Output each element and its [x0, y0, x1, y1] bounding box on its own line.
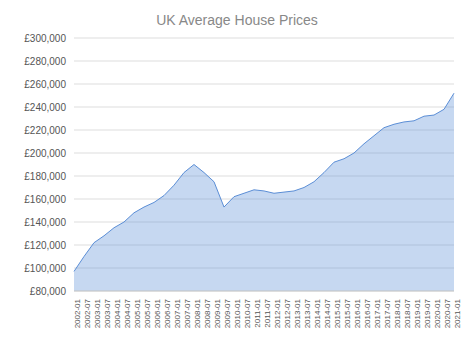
svg-text:2009-01: 2009-01 — [213, 298, 222, 328]
svg-text:2018-07: 2018-07 — [403, 298, 412, 328]
svg-text:2006-07: 2006-07 — [163, 298, 172, 328]
svg-text:2019-01: 2019-01 — [413, 298, 422, 328]
svg-text:2008-01: 2008-01 — [193, 298, 202, 328]
svg-text:£160,000: £160,000 — [24, 194, 66, 205]
svg-text:2015-07: 2015-07 — [343, 298, 352, 328]
svg-text:2004-01: 2004-01 — [113, 298, 122, 328]
svg-text:2015-01: 2015-01 — [333, 298, 342, 328]
svg-text:£260,000: £260,000 — [24, 79, 66, 90]
svg-text:2016-07: 2016-07 — [363, 298, 372, 328]
svg-text:2003-01: 2003-01 — [93, 298, 102, 328]
svg-text:£80,000: £80,000 — [30, 286, 67, 297]
svg-text:2008-07: 2008-07 — [203, 298, 212, 328]
svg-text:£140,000: £140,000 — [24, 217, 66, 228]
svg-text:2016-01: 2016-01 — [353, 298, 362, 328]
svg-text:2019-07: 2019-07 — [423, 298, 432, 328]
svg-text:2018-01: 2018-01 — [393, 298, 402, 328]
svg-text:2004-07: 2004-07 — [123, 298, 132, 328]
svg-text:2014-07: 2014-07 — [323, 298, 332, 328]
svg-text:£240,000: £240,000 — [24, 102, 66, 113]
svg-text:2010-07: 2010-07 — [243, 298, 252, 328]
html-text:UK Average House Prices: UK Average House Prices — [156, 12, 318, 28]
svg-text:£180,000: £180,000 — [24, 171, 66, 182]
svg-text:2020-01: 2020-01 — [433, 298, 442, 328]
svg-text:2014-01: 2014-01 — [313, 298, 322, 328]
svg-text:2002-07: 2002-07 — [83, 298, 92, 328]
svg-text:2011-07: 2011-07 — [263, 298, 272, 327]
svg-text:2007-01: 2007-01 — [173, 298, 182, 328]
svg-text:£100,000: £100,000 — [24, 263, 66, 274]
svg-text:2020-07: 2020-07 — [443, 298, 452, 328]
svg-text:£120,000: £120,000 — [24, 240, 66, 251]
svg-text:£300,000: £300,000 — [24, 33, 66, 44]
svg-text:£280,000: £280,000 — [24, 56, 66, 67]
svg-text:2013-01: 2013-01 — [293, 298, 302, 328]
svg-text:2002-01: 2002-01 — [73, 298, 82, 328]
svg-text:2013-07: 2013-07 — [303, 298, 312, 328]
svg-text:2012-07: 2012-07 — [283, 298, 292, 328]
svg-text:2007-07: 2007-07 — [183, 298, 192, 328]
svg-text:2006-01: 2006-01 — [153, 298, 162, 328]
svg-text:£220,000: £220,000 — [24, 125, 66, 136]
svg-text:2017-07: 2017-07 — [383, 298, 392, 328]
svg-text:2009-07: 2009-07 — [223, 298, 232, 328]
svg-text:£200,000: £200,000 — [24, 148, 66, 159]
svg-text:2021-01: 2021-01 — [453, 298, 462, 328]
svg-text:2012-01: 2012-01 — [273, 298, 282, 328]
svg-text:2010-01: 2010-01 — [233, 298, 242, 328]
svg-text:2017-01: 2017-01 — [373, 298, 382, 328]
svg-text:2011-01: 2011-01 — [253, 298, 262, 327]
svg-text:2005-07: 2005-07 — [143, 298, 152, 328]
svg-text:2005-01: 2005-01 — [133, 298, 142, 328]
svg-text:2003-07: 2003-07 — [103, 298, 112, 328]
